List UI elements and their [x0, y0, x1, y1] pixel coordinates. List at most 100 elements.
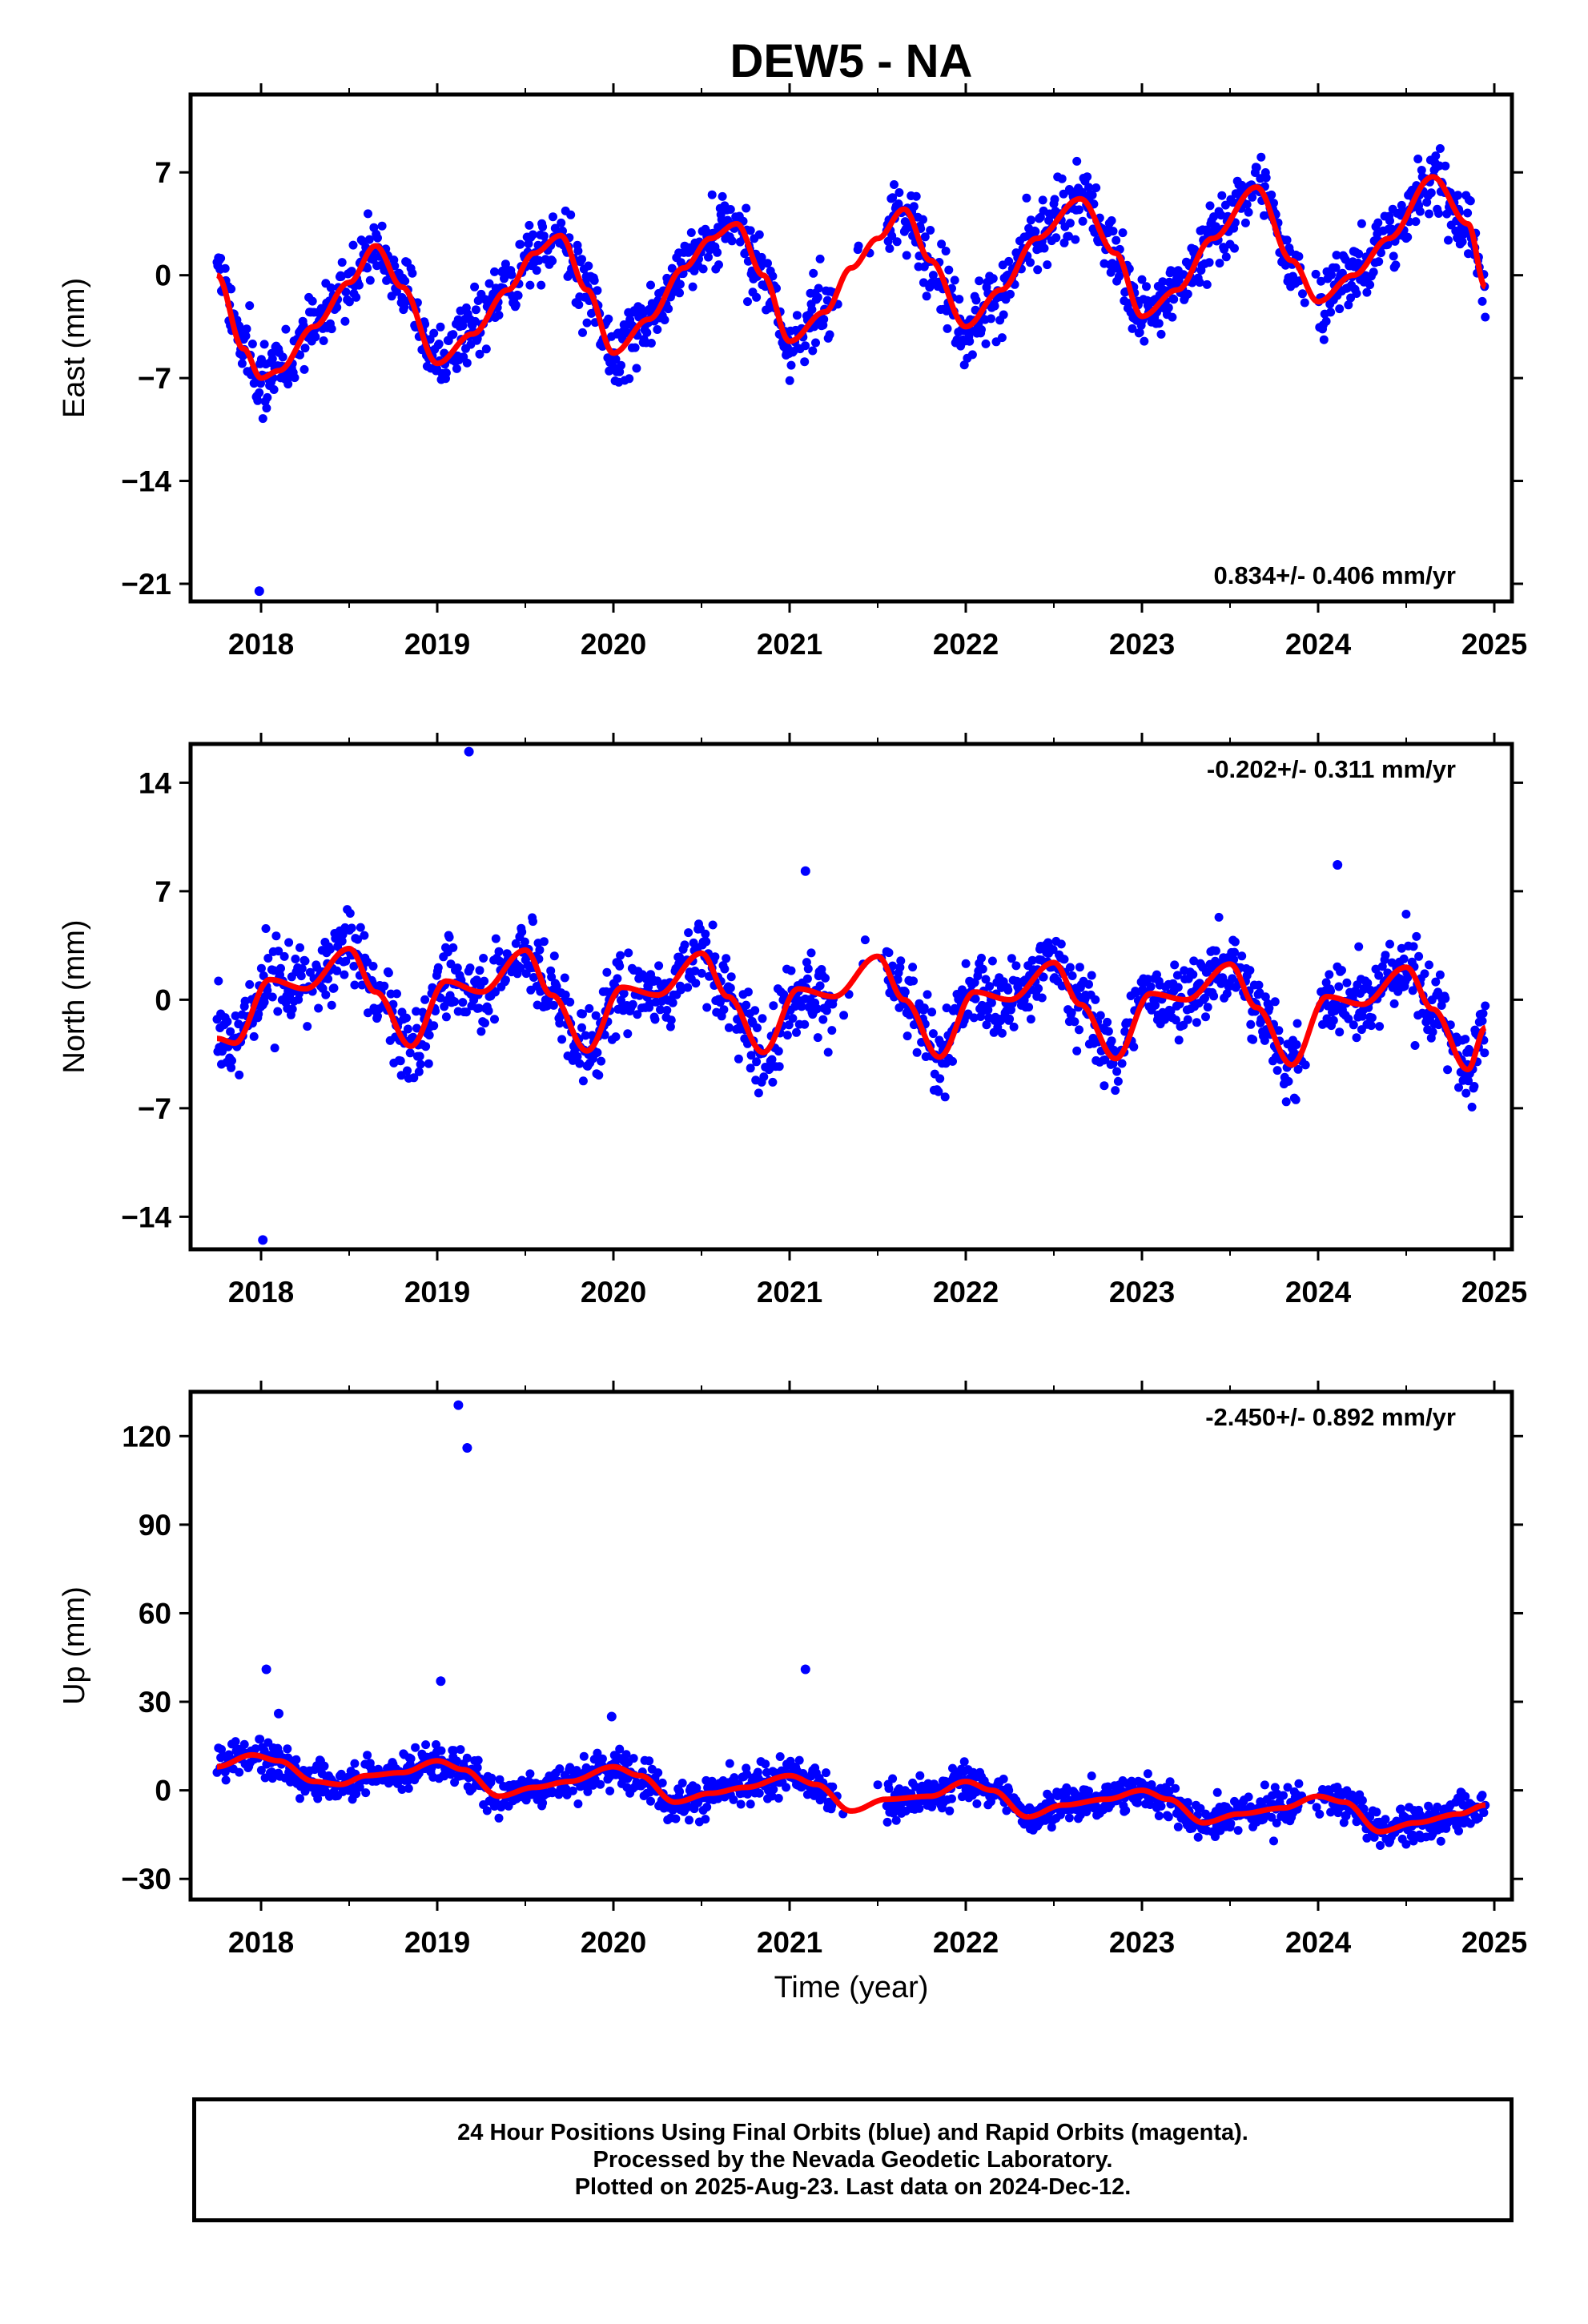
data-point: [1033, 265, 1043, 275]
data-point: [1211, 1832, 1220, 1841]
data-point: [632, 364, 641, 373]
data-point: [436, 322, 445, 332]
data-point: [1220, 244, 1229, 254]
data-point: [605, 1786, 615, 1795]
data-point: [909, 976, 918, 986]
data-point: [1272, 1818, 1281, 1827]
data-point: [1104, 1782, 1112, 1791]
data-point: [815, 254, 825, 263]
data-point: [1192, 1018, 1201, 1027]
data-point: [1260, 1780, 1269, 1790]
data-point: [300, 364, 309, 374]
data-point: [900, 987, 910, 997]
data-point: [1037, 993, 1047, 1003]
data-point: [473, 1755, 483, 1765]
data-point: [884, 948, 894, 958]
data-point: [768, 1077, 778, 1087]
data-point: [619, 989, 629, 999]
data-point: [1132, 988, 1141, 998]
data-point: [814, 283, 823, 293]
data-point: [710, 952, 720, 962]
data-point: [754, 1088, 763, 1098]
data-point: [1264, 1003, 1274, 1013]
data-point: [364, 1008, 372, 1018]
data-point: [1201, 1012, 1210, 1022]
data-point: [1216, 211, 1226, 220]
data-point: [1389, 999, 1399, 1008]
data-point: [752, 292, 762, 302]
panels: 2018 2019 2020 2021 2022 2023 2024 2025 −21 −14 −7…: [58, 83, 1527, 1959]
data-point: [1245, 966, 1255, 975]
data-point: [823, 1047, 833, 1057]
data-point: [513, 291, 523, 300]
data-point: [392, 287, 401, 296]
rate-label: -0.202+/- 0.311 mm/yr: [1207, 755, 1456, 783]
data-point: [1374, 971, 1384, 980]
data-point: [336, 271, 346, 281]
x-tick-label: 2019: [404, 1276, 470, 1309]
data-point: [948, 1056, 957, 1066]
data-point: [494, 1813, 504, 1823]
data-point: [763, 259, 772, 268]
data-point: [1335, 304, 1345, 314]
data-point: [675, 288, 684, 298]
x-tick-label: 2024: [1285, 1926, 1352, 1959]
data-point: [529, 917, 537, 927]
data-point: [818, 1015, 828, 1024]
data-point: [456, 1745, 465, 1755]
data-point: [806, 948, 816, 958]
data-point: [441, 1012, 451, 1022]
data-point: [350, 980, 360, 990]
data-point: [1467, 1102, 1477, 1112]
data-point: [800, 357, 810, 367]
data-point: [241, 332, 251, 340]
data-point: [597, 1056, 606, 1066]
data-point: [927, 1007, 937, 1017]
data-point: [1067, 971, 1077, 980]
data-point: [908, 963, 918, 972]
data-point: [1413, 155, 1423, 163]
data-point: [1065, 963, 1075, 972]
data-point: [259, 971, 268, 980]
data-point: [320, 1761, 329, 1771]
data-point: [1212, 1787, 1222, 1797]
data-point: [429, 1021, 439, 1031]
data-point: [415, 1051, 424, 1061]
data-point: [566, 210, 576, 219]
data-point: [802, 974, 812, 983]
x-tick-label: 2023: [1109, 628, 1175, 661]
data-point: [1412, 931, 1421, 941]
data-point: [750, 1006, 760, 1015]
data-point: [977, 325, 986, 335]
rate-label: -2.450+/- 0.892 mm/yr: [1205, 1403, 1456, 1431]
data-point: [267, 354, 277, 364]
data-point: [348, 240, 358, 250]
y-tick-label: 14: [139, 766, 172, 799]
data-point: [436, 1746, 446, 1755]
data-point: [969, 1013, 979, 1023]
data-point: [653, 325, 662, 334]
data-point: [1211, 222, 1220, 231]
data-point: [341, 956, 351, 966]
data-point: [1325, 970, 1334, 979]
data-point: [1399, 954, 1409, 963]
data-point: [1431, 977, 1441, 987]
data-point: [255, 1735, 265, 1744]
data-point: [743, 297, 752, 307]
data-point: [1039, 972, 1048, 982]
data-point: [1118, 228, 1128, 238]
data-point: [782, 1783, 791, 1792]
data-point: [303, 1022, 312, 1031]
data-point: [1112, 1067, 1122, 1076]
data-point: [382, 275, 392, 285]
data-point: [1365, 280, 1375, 290]
y-tick-label: −30: [121, 1863, 171, 1896]
data-point: [449, 1746, 459, 1755]
data-point: [698, 264, 708, 274]
data-point: [1084, 979, 1093, 989]
data-point: [742, 203, 751, 213]
data-point: [1135, 328, 1144, 337]
data-point: [981, 339, 991, 348]
data-point: [1463, 208, 1473, 218]
data-point: [1294, 251, 1304, 261]
